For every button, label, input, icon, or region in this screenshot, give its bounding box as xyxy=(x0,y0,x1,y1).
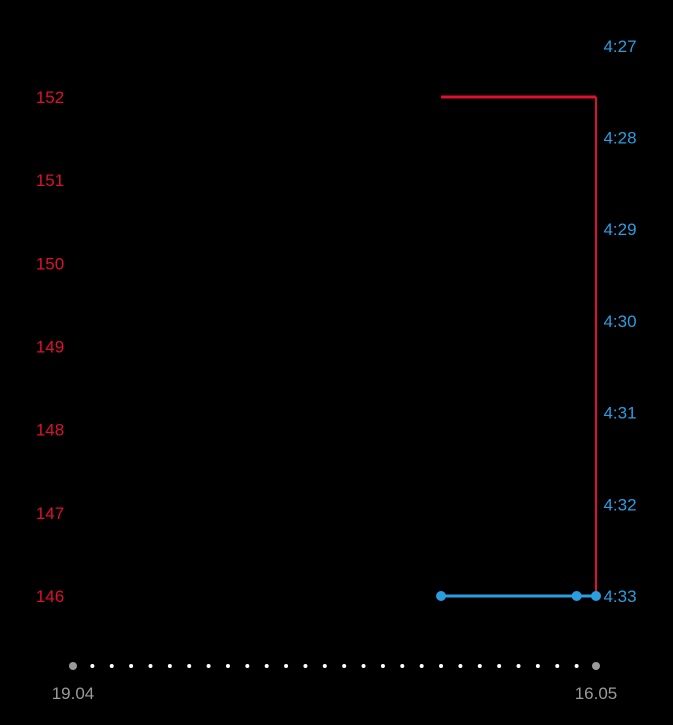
time-series-point[interactable] xyxy=(571,591,582,601)
right-tick-label: 4:32 xyxy=(603,495,636,514)
weight-series xyxy=(441,95,597,596)
left-tick-label: 147 xyxy=(36,504,64,523)
date-dot[interactable] xyxy=(245,664,250,668)
right-tick-label: 4:29 xyxy=(603,220,636,239)
date-dot[interactable] xyxy=(361,664,366,668)
right-tick-label: 4:30 xyxy=(603,312,636,331)
date-dot[interactable] xyxy=(380,664,385,668)
date-dot[interactable] xyxy=(439,664,444,668)
date-dot[interactable] xyxy=(69,662,77,670)
date-dot[interactable] xyxy=(497,664,502,668)
left-tick-label: 146 xyxy=(36,587,64,606)
date-dot[interactable] xyxy=(342,664,347,668)
date-dot[interactable] xyxy=(187,664,192,668)
date-dot[interactable] xyxy=(592,662,600,670)
date-dot[interactable] xyxy=(90,664,95,668)
date-dot[interactable] xyxy=(535,664,540,668)
left-axis: 146 147 148 149 150 151 152 xyxy=(36,88,64,606)
date-dot[interactable] xyxy=(458,664,463,668)
right-tick-label: 4:31 xyxy=(603,404,636,423)
right-tick-label: 4:33 xyxy=(603,587,636,606)
left-tick-label: 149 xyxy=(36,338,64,357)
date-dot[interactable] xyxy=(109,664,114,668)
date-dot[interactable] xyxy=(167,664,172,668)
date-dot[interactable] xyxy=(516,664,521,668)
left-tick-label: 150 xyxy=(36,254,64,273)
time-series-point[interactable] xyxy=(591,591,601,601)
date-dot[interactable] xyxy=(555,664,560,668)
right-tick-label: 4:28 xyxy=(603,129,636,148)
date-dot[interactable] xyxy=(400,664,405,668)
right-axis: 4:27 4:28 4:29 4:30 4:31 4:32 4:33 xyxy=(603,37,636,606)
date-slider-track[interactable] xyxy=(69,662,600,670)
date-dot[interactable] xyxy=(419,664,424,668)
date-dot[interactable] xyxy=(303,664,308,668)
date-dot[interactable] xyxy=(225,664,230,668)
left-tick-label: 152 xyxy=(36,88,64,107)
x-axis-end-label: 16.05 xyxy=(575,684,618,703)
left-tick-label: 148 xyxy=(36,421,64,440)
date-dot[interactable] xyxy=(129,664,134,668)
time-series-point[interactable] xyxy=(436,591,447,601)
date-dot[interactable] xyxy=(322,664,327,668)
time-series xyxy=(436,591,601,601)
right-tick-label: 4:27 xyxy=(603,37,636,56)
date-dot[interactable] xyxy=(148,664,153,668)
date-dot[interactable] xyxy=(477,664,482,668)
date-dot[interactable] xyxy=(284,664,289,668)
x-axis-start-label: 19.04 xyxy=(52,684,95,703)
date-dot[interactable] xyxy=(206,664,211,668)
date-dot[interactable] xyxy=(574,664,579,668)
date-dot[interactable] xyxy=(264,664,269,668)
left-tick-label: 151 xyxy=(36,171,64,190)
